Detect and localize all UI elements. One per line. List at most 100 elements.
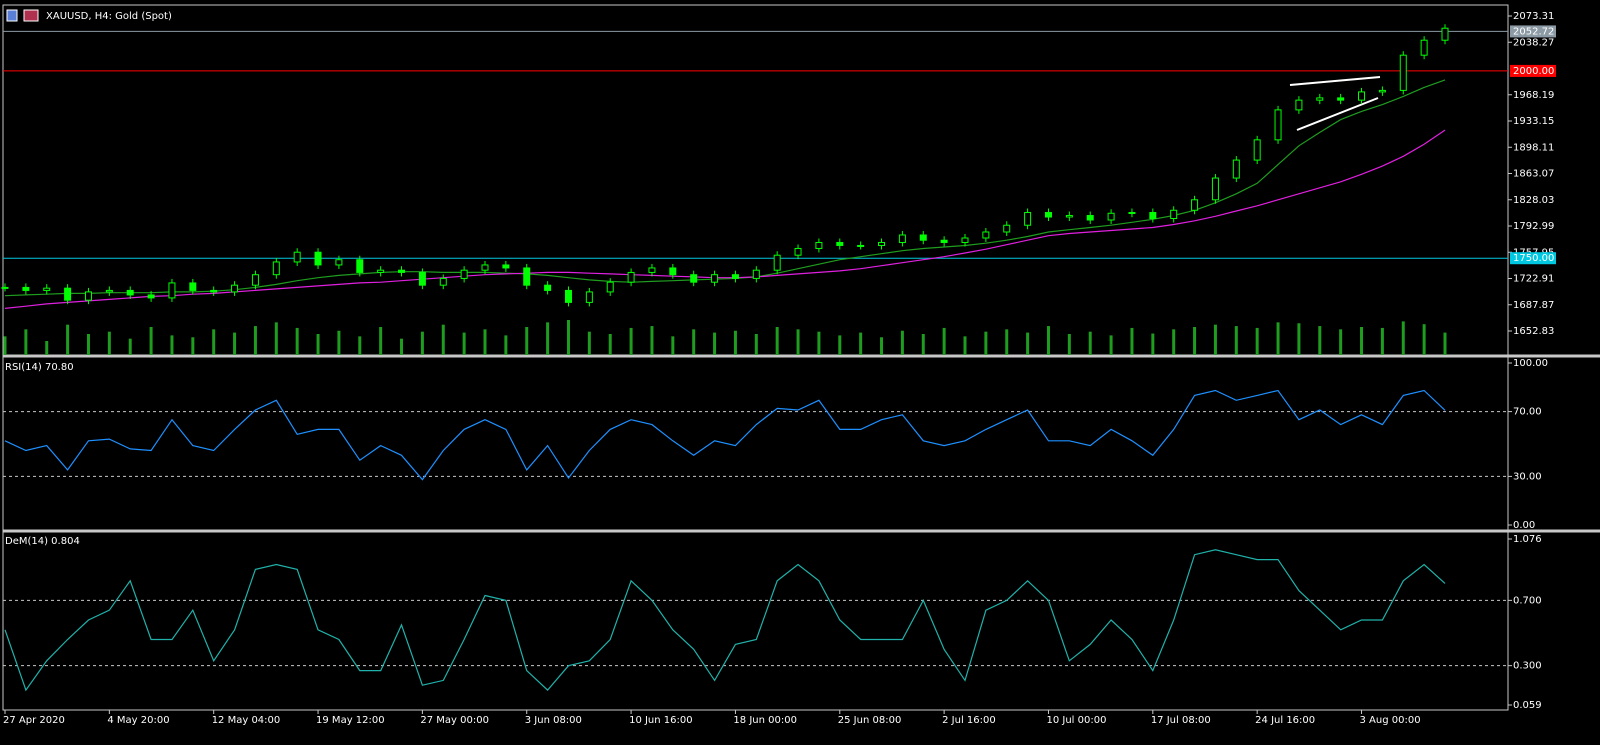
price-level-label: 1750.00 [1513, 253, 1554, 264]
candle [168, 282, 176, 299]
x-tick-label: 27 Apr 2020 [3, 715, 65, 726]
candle [836, 241, 844, 246]
candle [84, 291, 92, 301]
candle [815, 241, 823, 249]
volume-bar [775, 327, 779, 355]
x-tick-label: 18 Jun 00:00 [733, 715, 797, 726]
trend-line [1289, 76, 1381, 86]
candle [940, 239, 948, 243]
volume-bar [1422, 324, 1426, 355]
volume-bar [859, 332, 863, 355]
candle [335, 259, 343, 266]
candle [460, 269, 468, 279]
candle [627, 271, 635, 283]
volume-bar [253, 326, 257, 355]
candle [1, 286, 9, 289]
candle [147, 294, 155, 299]
price-level-label: 2000.00 [1513, 66, 1554, 77]
volume-bar [942, 327, 946, 355]
y-tick-label: 0.059 [1513, 700, 1542, 711]
volume-bar [295, 327, 299, 355]
volume-bar [1380, 327, 1384, 355]
y-tick-label: 2038.27 [1513, 37, 1554, 48]
x-tick-label: 10 Jun 16:00 [629, 715, 693, 726]
y-tick-label: 1933.15 [1513, 116, 1554, 127]
volume-bar [212, 329, 216, 355]
y-tick-label: 0.700 [1513, 595, 1542, 606]
volume-bar [400, 338, 404, 355]
volume-bar [1046, 326, 1050, 355]
candle [210, 289, 218, 293]
volume-bar [191, 337, 195, 355]
x-tick-label: 19 May 12:00 [316, 715, 385, 726]
candle [1086, 215, 1094, 221]
volume-bar [1401, 321, 1405, 355]
volume-bar [316, 334, 320, 355]
trend-line [1296, 97, 1379, 131]
volume-bar [880, 337, 884, 355]
candle [377, 269, 385, 273]
candle [1128, 212, 1136, 215]
candle [314, 251, 322, 266]
volume-bar [66, 324, 70, 355]
candle [982, 231, 990, 239]
volume-bar [1130, 327, 1134, 355]
candle [585, 291, 593, 303]
candle [669, 267, 677, 276]
candle [1170, 209, 1178, 220]
volume-bar [692, 329, 696, 355]
volume-bar [838, 335, 842, 355]
candle [231, 284, 239, 293]
y-tick-label: 2073.31 [1513, 11, 1554, 22]
panel-title: RSI(14) 70.80 [5, 362, 74, 373]
y-tick-label: 0.00 [1513, 520, 1535, 531]
x-tick-label: 2 Jul 16:00 [942, 715, 996, 726]
y-tick-label: 0.300 [1513, 661, 1542, 672]
candle [126, 289, 134, 296]
volume-bar [1088, 331, 1092, 355]
y-tick-label: 1792.99 [1513, 221, 1554, 232]
volume-bar [671, 336, 675, 355]
candle [22, 286, 30, 291]
price-level-label: 2052.72 [1513, 26, 1554, 37]
candle [1149, 212, 1157, 220]
candle [1107, 212, 1115, 221]
y-tick-label: 1652.83 [1513, 326, 1554, 337]
volume-bar [525, 327, 529, 355]
candle [690, 274, 698, 283]
candle [1211, 177, 1219, 201]
volume-bar [274, 322, 278, 355]
volume-bar [713, 332, 717, 355]
candle [439, 277, 447, 286]
volume-bar [1360, 327, 1364, 355]
volume-bar [1255, 327, 1259, 355]
volume-bar [984, 331, 988, 355]
y-tick-label: 1.076 [1513, 534, 1542, 545]
candle [1274, 109, 1282, 141]
x-tick-label: 12 May 04:00 [212, 715, 281, 726]
candle [1316, 97, 1324, 101]
volume-bar [170, 335, 174, 355]
candle [1065, 215, 1073, 218]
candle [919, 234, 927, 241]
y-tick-label: 30.00 [1513, 471, 1542, 482]
volume-bar [86, 334, 90, 355]
y-tick-label: 1898.11 [1513, 142, 1554, 153]
volume-bar [1005, 329, 1009, 355]
indicator-line [4, 389, 1446, 481]
price-level-tag [1510, 64, 1556, 77]
volume-bar [1318, 326, 1322, 355]
volume-bar [233, 332, 237, 355]
candle [1003, 224, 1011, 233]
candle [1232, 159, 1240, 179]
volume-bar [358, 336, 362, 355]
candle [1378, 89, 1386, 93]
candle [711, 274, 719, 283]
indicator-line [4, 79, 1446, 297]
x-tick-label: 4 May 20:00 [107, 715, 169, 726]
volume-bar [1276, 322, 1280, 355]
volume-bar [441, 324, 445, 355]
candle [64, 287, 72, 301]
volume-bar [733, 330, 737, 355]
